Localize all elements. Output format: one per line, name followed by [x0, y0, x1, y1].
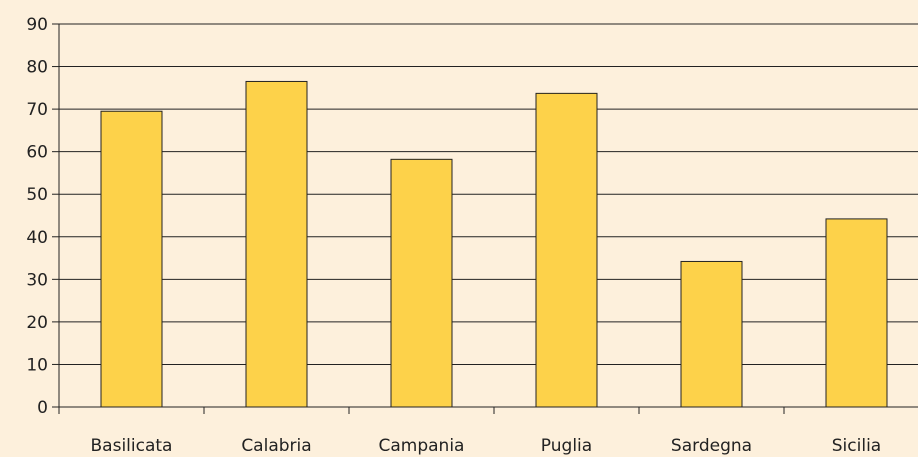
y-tick-label: 20: [26, 313, 48, 333]
bar-puglia: [535, 92, 598, 408]
y-tick-labels: 0 10 20 30 40 50 60 70 80 90: [26, 15, 48, 418]
x-tick-label: Sicilia: [832, 436, 881, 456]
y-tick-label: 10: [26, 355, 48, 375]
x-tick-label: Puglia: [541, 436, 592, 456]
bar-sicilia: [825, 218, 888, 408]
axes: [52, 23, 918, 414]
y-tick-label: 30: [26, 270, 48, 290]
x-tick-label: Calabria: [241, 436, 311, 456]
bar-campania: [390, 158, 453, 408]
bar-sardegna: [680, 260, 743, 408]
bar-basilicata: [100, 110, 163, 408]
bars: [100, 80, 888, 408]
x-tick-label: Sardegna: [671, 436, 752, 456]
x-tick-label: Basilicata: [91, 436, 173, 456]
gridlines: [59, 23, 918, 365]
y-tick-label: 40: [26, 228, 48, 248]
x-tick-labels: Basilicata Calabria Campania Puglia Sardegna…: [91, 436, 882, 456]
x-tick-label: Campania: [379, 436, 465, 456]
y-tick-label: 50: [26, 185, 48, 205]
y-tick-label: 70: [26, 100, 48, 120]
y-tick-label: 90: [26, 15, 48, 35]
y-tick-label: 60: [26, 143, 48, 163]
bar-calabria: [245, 80, 308, 408]
y-tick-label: 80: [26, 58, 48, 78]
y-tick-label: 0: [37, 398, 48, 418]
